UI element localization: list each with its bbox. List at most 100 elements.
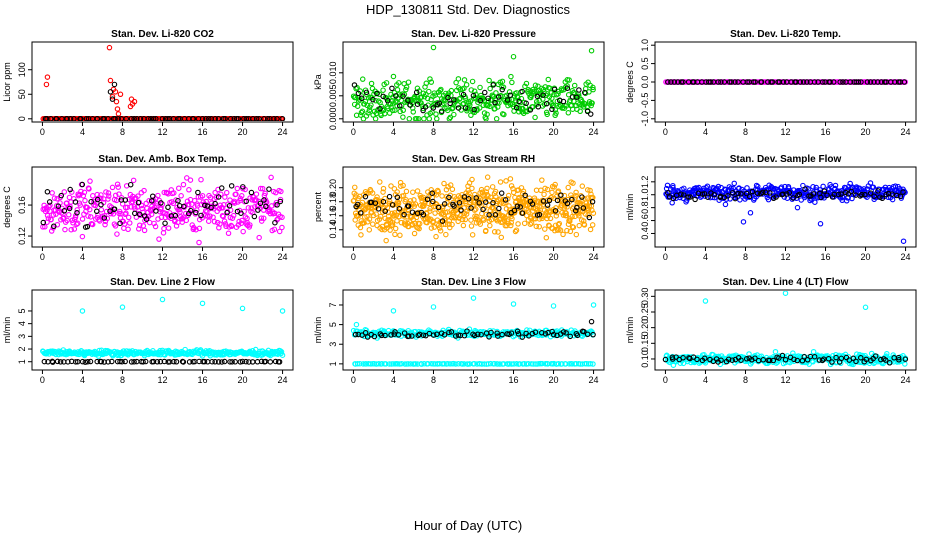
data-point-instrument: [117, 91, 124, 98]
data-point-instrument: [376, 216, 383, 222]
data-point-average: [424, 196, 431, 203]
panel-title: Stan. Dev. Line 4 (LT) Flow: [723, 277, 849, 288]
data-point-instrument: [359, 76, 366, 82]
data-point-average: [448, 329, 455, 335]
data-point-instrument: [532, 114, 538, 121]
data-point-average: [837, 79, 843, 85]
data-point-average: [384, 97, 391, 104]
data-point-instrument: [373, 97, 379, 104]
data-point-instrument: [722, 201, 729, 208]
data-point-instrument: [152, 223, 159, 230]
data-point-instrument: [266, 208, 273, 214]
y-tick-label: 0.4: [640, 227, 650, 240]
data-point-instrument: [476, 105, 483, 111]
y-axis-label: ml/min: [625, 317, 635, 344]
data-point-average: [480, 206, 486, 213]
data-point-average: [115, 116, 121, 121]
data-point-instrument: [119, 304, 126, 310]
data-point-instrument: [582, 211, 589, 217]
data-point-instrument: [426, 116, 433, 121]
data-point-instrument: [455, 102, 461, 108]
data-point-instrument: [360, 116, 367, 121]
data-point-instrument: [96, 218, 103, 224]
y-tick-label: -1.0: [640, 111, 650, 127]
data-point-average: [662, 356, 669, 363]
data-point-average: [811, 79, 818, 85]
data-point-instrument: [509, 79, 515, 86]
data-point-instrument: [196, 239, 202, 246]
data-point-instrument-low: [386, 361, 393, 367]
data-point-instrument: [544, 186, 551, 193]
data-point-instrument: [87, 214, 94, 220]
data-point-average: [111, 81, 118, 88]
data-point-average: [780, 79, 787, 85]
data-point-instrument: [358, 232, 364, 238]
data-point-instrument-low: [539, 360, 545, 367]
data-point-average: [732, 195, 738, 202]
data-point-average: [458, 207, 464, 213]
data-point-average: [117, 358, 123, 365]
data-point-instrument: [89, 221, 96, 228]
data-point-instrument: [394, 218, 400, 224]
data-point-average: [362, 330, 369, 336]
data-point-average: [221, 358, 228, 365]
data-point-instrument: [469, 232, 476, 238]
data-point-instrument: [497, 179, 504, 185]
data-point-average: [405, 97, 411, 104]
data-point-instrument: [394, 86, 401, 93]
data-point-average: [574, 204, 580, 211]
data-point-instrument: [112, 223, 119, 229]
x-tick-label: 20: [549, 252, 559, 262]
x-tick-label: 0: [351, 127, 356, 137]
data-point-instrument: [199, 193, 206, 199]
data-point-average: [72, 359, 79, 365]
data-point-average: [721, 79, 728, 85]
data-point-instrument: [380, 189, 386, 195]
data-point-average: [46, 199, 53, 205]
data-point-instrument-low: [562, 361, 569, 367]
data-point-average: [136, 211, 143, 218]
data-point-average: [804, 357, 811, 363]
data-point-instrument: [473, 206, 479, 212]
data-point-instrument: [549, 103, 556, 109]
data-point-instrument: [385, 213, 392, 219]
data-point-instrument: [570, 180, 576, 186]
data-point-average: [414, 101, 421, 107]
panel-6: Stan. Dev. Sample Flow ml/min 0 4 8 12 16 20 24 0…: [625, 154, 917, 262]
data-point-instrument: [207, 213, 213, 219]
data-point-average: [105, 359, 111, 365]
data-point-instrument: [114, 181, 121, 187]
y-tick-label: 0.12: [17, 227, 27, 245]
data-point-instrument: [165, 225, 172, 231]
data-point-average: [162, 220, 168, 227]
y-tick-label: 0.15: [640, 335, 650, 353]
data-point-instrument: [125, 214, 132, 221]
data-point-average: [574, 332, 581, 339]
data-point-instrument: [805, 186, 812, 192]
data-point-average: [902, 356, 909, 362]
data-point-instrument: [461, 77, 468, 83]
x-tick-label: 4: [703, 127, 708, 137]
data-point-instrument: [141, 187, 147, 194]
data-point-average: [413, 89, 420, 96]
data-point-instrument: [474, 214, 480, 220]
data-point-instrument: [262, 190, 268, 197]
data-point-instrument: [532, 82, 539, 89]
data-point-instrument: [424, 95, 431, 102]
data-point-instrument: [127, 220, 133, 226]
data-point-instrument: [565, 184, 571, 191]
data-point-instrument-low: [452, 361, 459, 367]
data-point-average: [758, 79, 765, 85]
x-tick-label: 8: [743, 252, 748, 262]
data-point-instrument: [446, 221, 452, 227]
data-point-average: [451, 203, 457, 209]
data-point-instrument: [377, 179, 383, 185]
data-point-average: [738, 357, 744, 363]
data-point-average: [527, 107, 534, 113]
data-point-average: [859, 191, 865, 198]
data-point-instrument: [433, 233, 439, 240]
data-point-instrument: [405, 79, 412, 85]
data-point-instrument: [410, 109, 417, 115]
data-point-average: [375, 206, 382, 212]
data-point-average: [564, 200, 571, 207]
